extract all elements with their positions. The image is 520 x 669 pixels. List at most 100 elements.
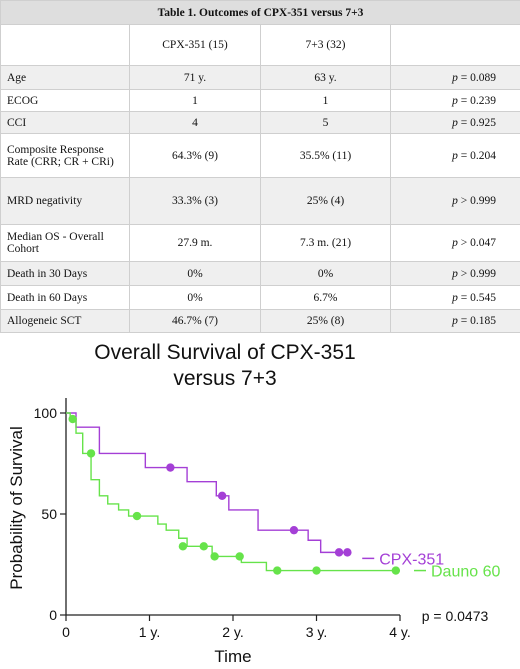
chart-title: Overall Survival of CPX-351 versus 7+3 [94,341,355,390]
p-symbol: p [452,315,458,327]
p-value: p > 0.047 [389,224,520,262]
p-symbol: p [452,149,458,162]
seven-three-value: 63 y. [260,65,391,90]
x-tick-label: 1 y. [139,624,161,640]
p-value: p > 0.999 [389,261,520,286]
cpx-value: 0% [129,261,261,286]
p-symbol: p [452,116,458,129]
x-tick-label: 0 [62,624,70,640]
censor-point [334,548,344,557]
row-label: ECOG [0,89,130,112]
cpx-value: 27.9 m. [129,224,261,262]
p-value: p > 0.999 [389,177,520,225]
y-tick-label: 100 [34,405,58,421]
cpx-value: 4 [129,111,261,134]
table-row: Allogeneic SCT 46.7% (7) 25% (8) p = 0.1… [0,309,520,333]
table-row: ECOG 1 1 p = 0.239 [0,89,520,112]
table-title: Table 1. Outcomes of CPX-351 versus 7+3 [0,0,520,25]
survival-curve-cpx-351 [66,412,349,554]
p-value-annotation: p = 0.0473 [422,608,489,624]
p-number: = 0.925 [460,116,497,129]
y-tick-label: 0 [49,607,57,623]
row-label: Death in 60 Days [0,285,130,310]
x-tick-label: 4 y. [389,624,411,640]
p-symbol: p [452,267,458,280]
p-value: p = 0.545 [389,285,520,310]
row-label: Allogeneic SCT [0,309,130,333]
outcomes-table: Table 1. Outcomes of CPX-351 versus 7+3 … [0,0,520,333]
seven-three-value: 5 [260,111,391,134]
p-value: p = 0.089 [389,65,520,90]
table-header-cell [389,24,520,66]
censor-point [86,449,96,458]
table-header-cell: CPX-351 (15) [129,24,261,66]
seven-three-value: 35.5% (11) [260,133,391,178]
censor-point [210,552,219,561]
p-number: > 0.999 [460,267,497,280]
seven-three-value: 6.7% [260,285,391,310]
p-symbol: p [452,94,458,107]
censor-point [68,414,77,424]
censor-point [235,552,244,561]
censor-point [132,511,142,521]
p-number: = 0.204 [460,149,497,162]
chart-title-line-2: versus 7+3 [173,367,276,390]
censor-point [166,463,175,472]
seven-three-value: 25% (4) [260,177,391,225]
cpx-value: 64.3% (9) [129,133,261,178]
censor-point [178,542,188,551]
p-value: p = 0.925 [389,111,520,134]
row-label: CCI [0,111,130,134]
x-tick-label: 3 y. [306,624,328,640]
table-header-cell: 7+3 (32) [260,24,391,66]
table-row: CCI 4 5 p = 0.925 [0,111,520,134]
p-number: = 0.089 [460,71,497,84]
row-label: MRD negativity [0,177,130,225]
p-symbol: p [452,71,458,84]
p-number: = 0.239 [460,94,497,107]
x-ticks: 0 1 y. 2 y. 3 y. 4 y. [62,615,411,640]
p-symbol: p [452,237,458,249]
p-number: > 0.047 [460,237,497,249]
cpx-value: 33.3% (3) [129,177,261,225]
seven-three-value: 0% [260,261,391,286]
row-label: Death in 30 Days [0,261,130,286]
table-header-row: CPX-351 (15) 7+3 (32) [0,24,520,66]
survival-chart: Overall Survival of CPX-351 versus 7+3 0… [7,341,500,666]
p-symbol: p [452,291,458,304]
table-row: Composite Response Rate (CRR; CR + CRi) … [0,133,520,178]
p-value: p = 0.239 [389,89,520,112]
cpx-value: 71 y. [129,65,261,90]
survival-curve-dauno-60 [66,412,400,572]
censor-point [391,566,401,575]
p-value: p = 0.204 [389,133,520,178]
censor-point [199,542,208,551]
y-ticks: 0 50 100 [34,405,66,623]
x-tick-label: 2 y. [222,624,244,640]
seven-three-value: 1 [260,89,391,112]
series-layer [66,412,401,575]
censor-point [273,566,282,575]
row-label: Age [0,65,130,90]
legend-label: CPX-351 [379,551,444,568]
censor-point [343,548,352,557]
table-row: MRD negativity 33.3% (3) 25% (4) p > 0.9… [0,177,520,225]
p-number: = 0.545 [460,291,497,304]
p-symbol: p [452,195,458,207]
legend-label: Dauno 60 [431,564,500,581]
p-value: p = 0.185 [389,309,520,333]
table-header-cell [0,24,130,66]
table-row: Median OS - Overall Cohort 27.9 m. 7.3 m… [0,224,520,262]
table-row: Age 71 y. 63 y. p = 0.089 [0,65,520,90]
seven-three-value: 7.3 m. (21) [260,224,391,262]
chart-title-line-1: Overall Survival of CPX-351 [94,341,355,364]
censor-point [312,566,321,575]
chart-axes [65,398,400,616]
x-axis-label: Time [214,647,251,666]
y-axis-label: Probability of Survival [7,426,26,589]
cpx-value: 0% [129,285,261,310]
p-number: > 0.999 [460,195,497,207]
censor-point [217,491,227,501]
row-label: Median OS - Overall Cohort [0,224,130,262]
